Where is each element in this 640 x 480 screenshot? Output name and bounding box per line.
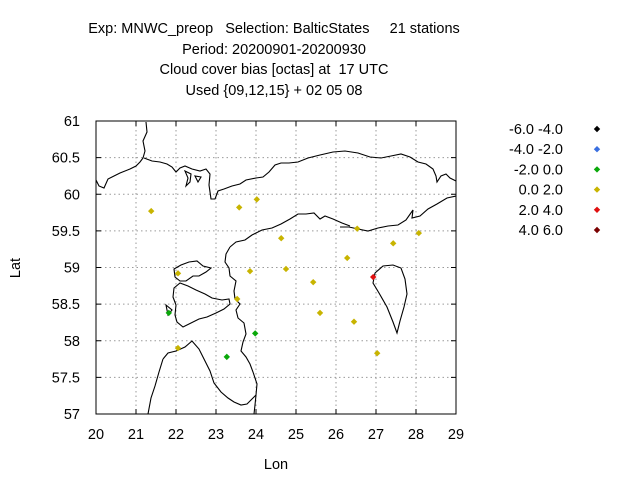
legend-marker (593, 125, 601, 133)
y-tick-label: 60.5 (52, 151, 80, 167)
x-tick-label: 28 (408, 427, 424, 443)
x-tick-label: 29 (448, 427, 464, 443)
legend-marker (593, 146, 601, 153)
legend-label: -4.0 -2.0 (509, 142, 563, 158)
data-point (174, 344, 182, 352)
title-line-3: Cloud cover bias [octas] at 17 UTC (159, 62, 389, 78)
data-point (344, 254, 351, 262)
data-point (252, 330, 259, 337)
data-point (310, 278, 317, 286)
x-tick-label: 24 (248, 427, 264, 443)
legend-marker (593, 206, 601, 213)
y-tick-label: 58 (64, 334, 80, 350)
data-point (390, 240, 397, 247)
x-tick-label: 21 (128, 427, 144, 443)
data-point (278, 235, 285, 242)
y-tick-label: 58.5 (52, 297, 80, 313)
x-tick-label: 26 (328, 427, 344, 443)
x-tick-label: 20 (88, 427, 104, 443)
y-tick-label: 59.5 (52, 224, 80, 240)
x-tick-label: 25 (288, 427, 304, 443)
data-point (223, 353, 230, 361)
data-point (148, 207, 155, 215)
data-point (282, 265, 290, 273)
data-point (415, 229, 422, 237)
data-point (316, 309, 324, 317)
data-point (374, 350, 381, 357)
title-line-2: Period: 20200901-20200930 (182, 41, 366, 58)
legend-label: 4.0 6.0 (519, 223, 563, 239)
axis-ticks: 20 21 22 23 24 25 26 27 28 29 57 57.5 58 58.5 59 59.5 60… (52, 114, 464, 443)
y-tick-label: 59 (64, 261, 80, 277)
legend-marker (593, 226, 601, 234)
data-point (370, 273, 377, 281)
data-point (236, 204, 243, 211)
grid-lines (96, 121, 456, 414)
y-axis-label: Lat (8, 258, 24, 278)
data-point (165, 309, 172, 317)
y-tick-label: 61 (64, 114, 80, 130)
data-point (350, 318, 358, 325)
title-line-4: Used {09,12,15} + 02 05 08 (185, 82, 363, 99)
x-tick-label: 22 (168, 427, 184, 443)
data-point (253, 196, 260, 203)
legend-marker (593, 166, 601, 173)
data-point (174, 270, 182, 277)
chart-title: Exp: MNWC_preop Selection: BalticStates … (0, 19, 548, 101)
y-tick-label: 57 (64, 407, 80, 423)
x-tick-label: 23 (208, 427, 224, 443)
x-axis-label: Lon (264, 457, 288, 473)
data-point (234, 295, 241, 303)
data-points (148, 196, 422, 361)
legend-marker (593, 186, 601, 193)
legend-label: 2.0 4.0 (519, 203, 563, 219)
legend: -6.0 -4.0 -4.0 -2.0 -2.0 0.0 0.0 2.0 2.0 4.0… (509, 122, 601, 239)
y-tick-label: 60 (64, 187, 80, 203)
legend-label: 0.0 2.0 (519, 183, 563, 199)
data-point (246, 267, 254, 275)
x-tick-label: 27 (368, 427, 384, 443)
data-point (354, 225, 361, 232)
y-tick-label: 57.5 (52, 370, 80, 386)
title-line-1: Exp: MNWC_preop Selection: BalticStates … (88, 21, 460, 37)
legend-label: -6.0 -4.0 (509, 122, 563, 138)
legend-label: -2.0 0.0 (514, 162, 563, 178)
